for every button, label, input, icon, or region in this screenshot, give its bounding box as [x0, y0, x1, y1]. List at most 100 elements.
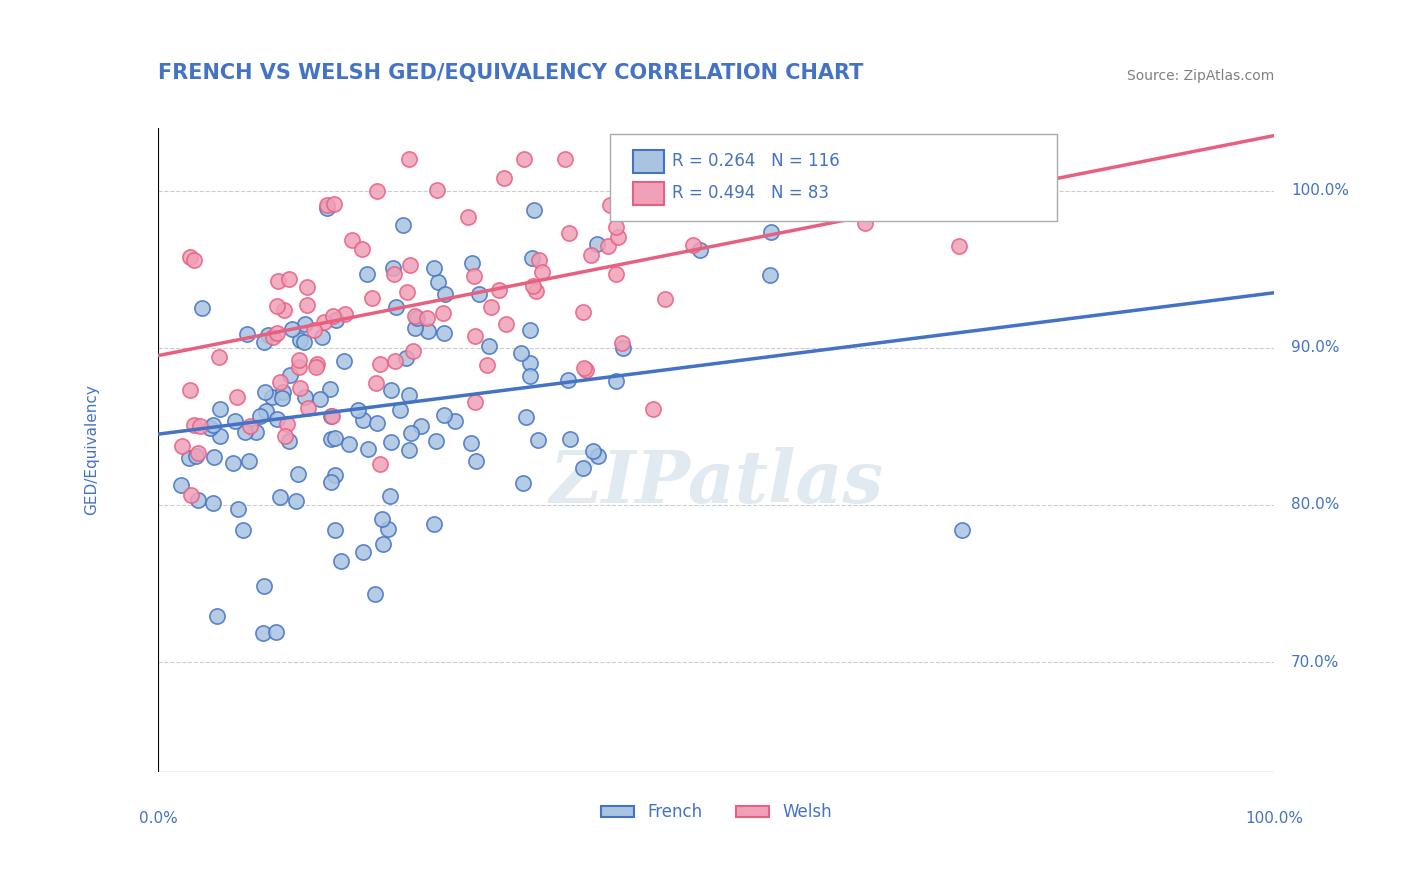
Text: 70.0%: 70.0% [1291, 655, 1340, 670]
Welsh [316, 197, 339, 211]
French [398, 388, 420, 402]
French [582, 443, 605, 458]
Welsh [495, 317, 517, 331]
French [332, 353, 354, 368]
French [224, 414, 246, 428]
Welsh [183, 418, 205, 433]
French [377, 522, 399, 536]
Text: ZIPatlas: ZIPatlas [550, 447, 883, 517]
French [191, 301, 214, 315]
Welsh [278, 272, 301, 286]
French [294, 318, 316, 332]
French [277, 434, 299, 448]
Welsh [464, 394, 486, 409]
French [588, 450, 610, 464]
French [269, 490, 291, 504]
Welsh [288, 359, 311, 374]
Welsh [527, 253, 550, 268]
Welsh [352, 242, 374, 256]
French [395, 351, 418, 366]
French [316, 201, 339, 215]
Welsh [179, 250, 201, 264]
French [759, 268, 782, 283]
French [398, 442, 420, 457]
French [557, 373, 579, 387]
French [177, 450, 200, 465]
French [236, 327, 259, 342]
Welsh [399, 258, 422, 272]
Welsh [361, 291, 384, 305]
French [434, 286, 457, 301]
French [612, 341, 634, 355]
French [510, 346, 533, 360]
Text: 80.0%: 80.0% [1291, 498, 1340, 512]
Welsh [183, 252, 205, 267]
French [519, 324, 541, 338]
French [266, 412, 288, 426]
French [323, 431, 346, 445]
French [271, 391, 294, 405]
French [950, 523, 973, 537]
Welsh [457, 211, 479, 225]
Text: 0.0%: 0.0% [139, 811, 177, 826]
French [319, 382, 342, 396]
French [465, 453, 488, 467]
French [356, 442, 378, 456]
French [605, 374, 627, 388]
French [294, 390, 316, 404]
French [515, 410, 537, 425]
Welsh [302, 323, 325, 337]
French [232, 523, 254, 537]
Welsh [368, 457, 391, 471]
French [512, 476, 534, 491]
Welsh [948, 239, 970, 253]
Text: R = 0.494   N = 83: R = 0.494 N = 83 [672, 185, 828, 202]
French [689, 243, 711, 257]
Welsh [312, 315, 335, 329]
French [337, 436, 360, 450]
French [249, 409, 271, 424]
Welsh [522, 279, 544, 293]
Welsh [395, 285, 418, 299]
Welsh [266, 326, 288, 341]
French [352, 413, 374, 427]
Welsh [479, 300, 502, 314]
French [460, 435, 482, 450]
Welsh [321, 409, 343, 424]
French [330, 553, 353, 567]
French [321, 475, 343, 490]
Welsh [607, 230, 630, 244]
French [382, 260, 405, 275]
Welsh [682, 238, 704, 252]
French [427, 275, 450, 289]
Welsh [305, 357, 328, 371]
French [422, 516, 444, 531]
French [519, 369, 541, 384]
Welsh [305, 360, 328, 375]
French [311, 330, 333, 344]
Welsh [575, 363, 598, 377]
French [186, 492, 208, 507]
Welsh [416, 311, 439, 326]
French [252, 625, 274, 640]
Text: 90.0%: 90.0% [1291, 340, 1340, 355]
Welsh [596, 238, 619, 252]
Welsh [853, 216, 876, 230]
French [319, 433, 342, 447]
Welsh [464, 329, 486, 343]
Welsh [322, 196, 344, 211]
French [198, 421, 221, 435]
French [378, 490, 401, 504]
Welsh [557, 226, 579, 240]
Welsh [572, 361, 595, 376]
French [406, 310, 429, 325]
French [433, 408, 456, 422]
French [392, 219, 415, 233]
Text: GED/Equivalency: GED/Equivalency [84, 384, 98, 516]
Welsh [297, 401, 319, 416]
Welsh [579, 248, 602, 262]
Welsh [384, 353, 406, 368]
Welsh [368, 357, 391, 371]
French [526, 433, 548, 447]
French [253, 579, 276, 593]
